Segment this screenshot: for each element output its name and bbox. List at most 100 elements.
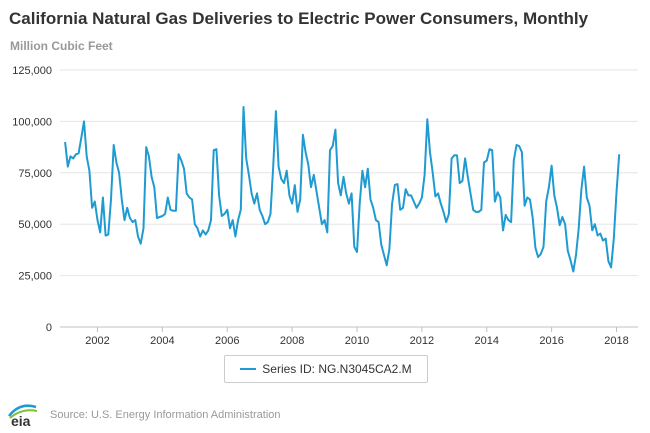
data-point[interactable] [426,118,429,121]
data-point[interactable] [445,221,448,224]
data-point[interactable] [66,165,69,168]
data-point[interactable] [420,196,423,199]
data-point[interactable] [466,175,469,178]
data-point[interactable] [334,128,337,131]
data-point[interactable] [218,194,221,197]
data-point[interactable] [612,237,615,240]
data-point[interactable] [147,155,150,158]
data-point[interactable] [345,192,348,195]
data-point[interactable] [201,229,204,232]
data-point[interactable] [299,198,302,201]
data-point[interactable] [72,157,75,160]
data-point[interactable] [177,153,180,156]
data-point[interactable] [312,173,315,176]
data-point[interactable] [309,186,312,189]
data-point[interactable] [523,204,526,207]
data-point[interactable] [431,171,434,174]
data-point[interactable] [131,221,134,224]
data-point[interactable] [134,219,137,222]
data-point[interactable] [358,202,361,205]
data-point[interactable] [101,196,104,199]
data-point[interactable] [199,235,202,238]
data-point[interactable] [366,167,369,170]
data-point[interactable] [507,219,510,222]
data-point[interactable] [126,206,129,209]
data-point[interactable] [396,183,399,186]
data-point[interactable] [255,192,258,195]
data-point[interactable] [526,196,529,199]
data-point[interactable] [588,204,591,207]
data-point[interactable] [296,210,299,213]
data-point[interactable] [115,161,118,164]
data-point[interactable] [264,223,267,226]
data-point[interactable] [128,216,131,219]
data-point[interactable] [282,182,285,185]
data-point[interactable] [150,175,153,178]
data-point[interactable] [215,148,218,151]
data-point[interactable] [455,154,458,157]
data-point[interactable] [337,182,340,185]
data-point[interactable] [583,165,586,168]
data-point[interactable] [237,219,240,222]
data-point[interactable] [185,192,188,195]
data-point[interactable] [531,216,534,219]
data-point[interactable] [418,202,421,205]
data-point[interactable] [288,194,291,197]
data-point[interactable] [450,157,453,160]
data-point[interactable] [91,206,94,209]
data-point[interactable] [272,165,275,168]
data-point[interactable] [423,173,426,176]
data-point[interactable] [550,164,553,167]
data-point[interactable] [477,210,480,213]
data-point[interactable] [491,149,494,152]
data-point[interactable] [77,152,80,155]
data-point[interactable] [223,212,226,215]
data-point[interactable] [580,188,583,191]
data-point[interactable] [304,151,307,154]
data-point[interactable] [191,198,194,201]
data-point[interactable] [231,219,234,222]
data-point[interactable] [301,133,304,136]
data-point[interactable] [534,246,537,249]
data-point[interactable] [399,208,402,211]
data-point[interactable] [96,219,99,222]
data-point[interactable] [69,155,72,158]
data-point[interactable] [196,227,199,230]
data-point[interactable] [174,209,177,212]
data-point[interactable] [388,247,391,250]
data-point[interactable] [307,163,310,166]
data-point[interactable] [380,243,383,246]
data-point[interactable] [601,239,604,242]
data-point[interactable] [80,136,83,139]
data-point[interactable] [499,196,502,199]
data-point[interactable] [153,186,156,189]
data-point[interactable] [469,192,472,195]
data-point[interactable] [353,245,356,248]
data-point[interactable] [209,219,212,222]
data-point[interactable] [239,208,242,211]
data-point[interactable] [369,198,372,201]
data-point[interactable] [245,157,248,160]
data-point[interactable] [447,212,450,215]
data-point[interactable] [410,194,413,197]
data-point[interactable] [404,188,407,191]
data-point[interactable] [250,192,253,195]
data-point[interactable] [247,173,250,176]
data-point[interactable] [501,229,504,232]
data-point[interactable] [320,223,323,226]
data-point[interactable] [291,202,294,205]
data-point[interactable] [347,202,350,205]
data-point[interactable] [266,221,269,224]
data-point[interactable] [458,182,461,185]
data-point[interactable] [355,250,358,253]
data-point[interactable] [615,191,618,194]
data-point[interactable] [109,198,112,201]
data-point[interactable] [374,219,377,222]
data-point[interactable] [188,196,191,199]
data-point[interactable] [428,151,431,154]
data-point[interactable] [442,210,445,213]
data-point[interactable] [220,214,223,217]
data-point[interactable] [547,186,550,189]
data-point[interactable] [461,179,464,182]
data-point[interactable] [339,194,342,197]
